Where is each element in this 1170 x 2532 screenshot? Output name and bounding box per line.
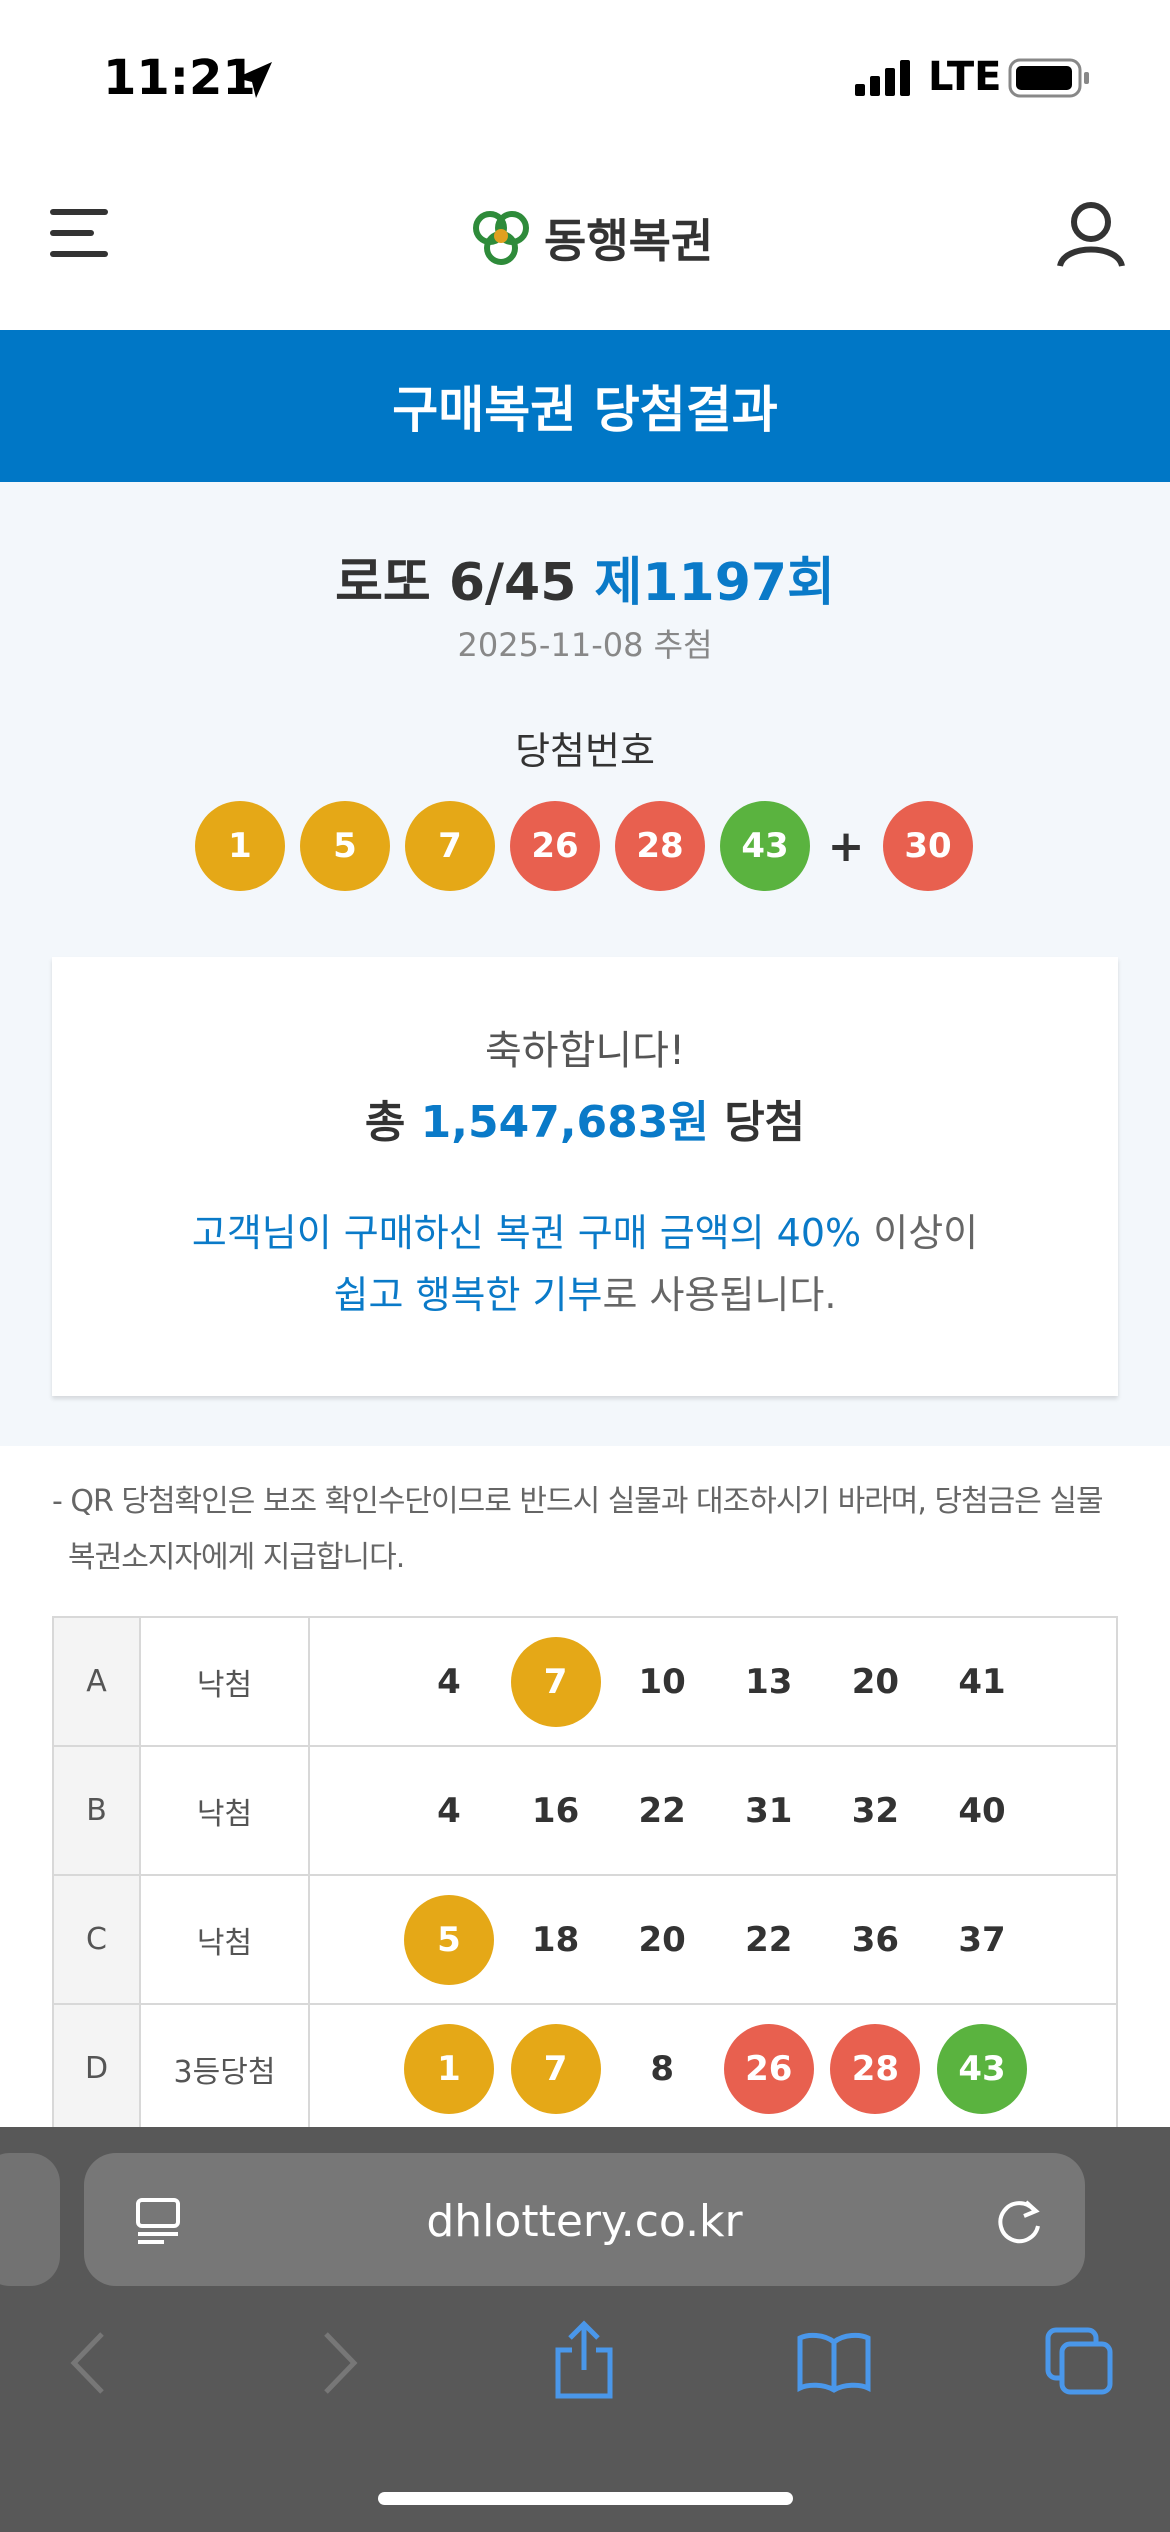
matched-ball: 1 [404, 2024, 494, 2114]
prize-amount: 1,547,683원 [420, 1097, 709, 1148]
matched-ball: 26 [723, 2024, 814, 2114]
ticket-number: 16 [531, 1791, 580, 1831]
forward-button[interactable] [318, 2330, 362, 2396]
result-cell: 낙첨 [139, 1874, 310, 2005]
menu-button[interactable] [48, 205, 112, 261]
logo-text: 동행복권 [544, 214, 714, 268]
banner-title: 구매복권 당첨결과 [392, 381, 778, 439]
notice: - QR 당첨확인은 보조 확인수단이므로 반드시 실물과 대조하시기 바라며,… [52, 1484, 1104, 1575]
ticket-number: 22 [745, 1920, 793, 1960]
location-icon [236, 62, 272, 98]
slot-cell: B [52, 1745, 141, 1876]
battery-icon [1008, 58, 1089, 98]
draw-date: 2025-11-08 추첨 [457, 626, 713, 664]
greeting: 축하합니다! [484, 1028, 686, 1074]
ticket-number: 8 [650, 2049, 675, 2089]
home-indicator [378, 2492, 793, 2505]
donation-highlight: 쉽고 행복한 기부 [333, 1273, 603, 1317]
signal-icon [855, 60, 910, 96]
result-cell: 3등당첨 [139, 2003, 310, 2134]
donation-line-1: 고객님이 구매하신 복권 구매 금액의 40% 이상이 [0, 1202, 1170, 1257]
slot-cell: C [52, 1874, 141, 2005]
slot-cell: A [52, 1616, 141, 1747]
donation-highlight: 고객님이 구매하신 복권 구매 금액의 40% [191, 1211, 862, 1255]
numbers-label: 당첨번호 [515, 729, 655, 773]
reader-icon[interactable] [134, 2196, 184, 2246]
ticket-table: A 낙첨 4 7 10 13 20 41 B 낙첨 4 16 22 31 32 40 C 낙첨 5 18 20 22 36 3… [52, 1616, 1118, 2136]
ticket-number: 32 [851, 1791, 900, 1831]
winning-ball: 43 [720, 801, 810, 891]
game-name: 로또 6/45 [335, 553, 577, 613]
winning-ball: 5 [300, 801, 390, 891]
url: dhlottery.co.kr [426, 2196, 743, 2247]
clock: 11:21 [103, 50, 256, 106]
draw-title: 로또 6/45 제1197회 [0, 540, 1170, 615]
account-button[interactable] [1056, 200, 1126, 270]
ticket-number: 31 [745, 1791, 793, 1831]
matched-ball: 7 [510, 2024, 601, 2114]
donation-text: 이상이 [873, 1211, 979, 1255]
previous-tab[interactable] [0, 2153, 60, 2286]
prize: 총 1,547,683원 당첨 [0, 1086, 1170, 1150]
share-button[interactable] [552, 2320, 616, 2400]
logo[interactable]: 동행복권 [470, 205, 713, 271]
result-box [52, 957, 1118, 1396]
ticket-number: 20 [638, 1920, 686, 1960]
numbers-cell: 4 7 10 13 20 41 [308, 1616, 1118, 1747]
prize-suffix: 당첨 [724, 1097, 806, 1148]
result-cell: 낙첨 [139, 1745, 310, 1876]
tabs-button[interactable] [1044, 2326, 1116, 2398]
prize-prefix: 총 [364, 1097, 406, 1148]
winning-ball: 1 [195, 801, 285, 891]
ticket-number: 41 [958, 1662, 1006, 1702]
round: 제1197회 [594, 553, 835, 613]
logo-icon [473, 211, 529, 265]
ticket-number: 22 [638, 1791, 686, 1831]
ticket-number: 40 [958, 1791, 1006, 1831]
ticket-number: 4 [437, 1791, 461, 1831]
winning-ball: 7 [405, 801, 495, 891]
donation-line-2: 쉽고 행복한 기부로 사용됩니다. [0, 1264, 1170, 1319]
numbers-cell: 5 18 20 22 36 37 [308, 1874, 1118, 2005]
winning-ball: 26 [510, 801, 600, 891]
bookmarks-button[interactable] [796, 2330, 872, 2394]
slot-cell: D [52, 2003, 141, 2134]
ticket-number: 37 [958, 1920, 1006, 1960]
matched-ball: 5 [404, 1895, 494, 1985]
donation-text: 로 사용됩니다. [602, 1273, 837, 1317]
banner [0, 330, 1170, 482]
matched-ball: 7 [510, 1637, 601, 1727]
ticket-number: 10 [638, 1662, 686, 1702]
matched-ball: 28 [830, 2024, 921, 2114]
ticket-number: 36 [851, 1920, 900, 1960]
bonus-sign: + [827, 820, 865, 872]
result-cell: 낙첨 [139, 1616, 310, 1747]
matched-ball: 43 [937, 2024, 1027, 2114]
back-button[interactable] [66, 2330, 110, 2396]
ticket-number: 20 [851, 1662, 900, 1702]
reload-button[interactable] [994, 2196, 1046, 2248]
numbers-cell: 4 16 22 31 32 40 [308, 1745, 1118, 1876]
ticket-number: 18 [531, 1920, 580, 1960]
ticket-number: 4 [437, 1662, 461, 1702]
numbers-cell: 1 7 8 26 28 43 [308, 2003, 1118, 2134]
bonus-ball: 30 [883, 801, 973, 891]
address-bar[interactable] [84, 2153, 1085, 2286]
ticket-number: 13 [745, 1662, 793, 1702]
network: LTE [928, 54, 1002, 100]
winning-ball: 28 [615, 801, 705, 891]
